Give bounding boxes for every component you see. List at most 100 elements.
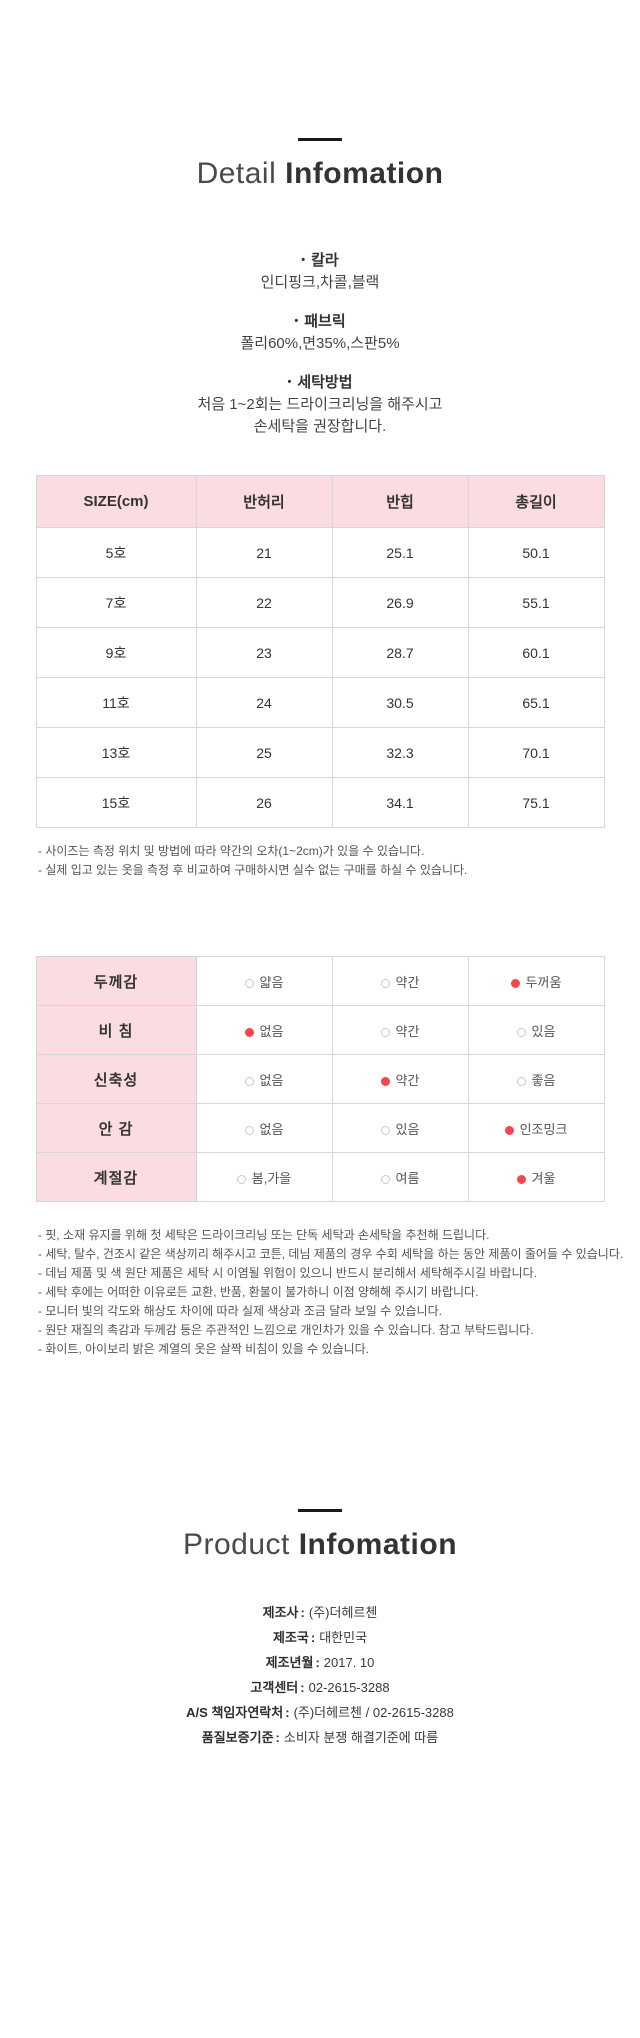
size-cell: 30.5 xyxy=(331,677,469,728)
size-row: 15호 26 34.1 75.1 xyxy=(35,777,605,828)
attr-option: 겨울 xyxy=(467,1152,605,1202)
size-cell: 13호 xyxy=(35,727,197,778)
note-line: - 사이즈는 측정 위치 및 방법에 따라 약간의 오차(1~2cm)가 있을 … xyxy=(38,844,425,858)
attr-option: 두꺼움 xyxy=(467,956,605,1006)
size-cell: 70.1 xyxy=(467,727,605,778)
attr-option-label: 얇음 xyxy=(259,974,284,990)
radio-dot-icon xyxy=(380,1027,390,1037)
size-cell: 7호 xyxy=(35,577,197,628)
manufacture-date-row: 제조년월:2017. 10 xyxy=(0,1650,640,1675)
attr-option-label: 있음 xyxy=(531,1023,556,1039)
fabric-value: 폴리60%,면35%,스판5% xyxy=(240,335,400,352)
attr-option-label: 없음 xyxy=(259,1121,284,1137)
info-separator: : xyxy=(300,1605,305,1620)
attr-label: 신축성 xyxy=(35,1054,197,1104)
detail-title-bold: Infomation xyxy=(285,157,444,190)
note-line: - 핏, 소재 유지를 위해 첫 세탁은 드라이크리닝 또는 단독 세탁과 손세… xyxy=(38,1228,490,1242)
size-cell: 55.1 xyxy=(467,577,605,628)
attr-option: 있음 xyxy=(331,1103,469,1153)
radio-dot-icon xyxy=(510,978,520,988)
size-cell: 75.1 xyxy=(467,777,605,828)
bullet-heading-fabric: • 패브릭 xyxy=(0,310,640,333)
bullet-icon: • xyxy=(287,376,292,388)
size-cell: 21 xyxy=(195,527,333,578)
length-col-header: 총길이 xyxy=(467,475,605,528)
size-row: 7호 22 26.9 55.1 xyxy=(35,577,605,628)
washing-line: 처음 1~2회는 드라이크리닝을 해주시고 xyxy=(197,396,443,413)
size-cell: 32.3 xyxy=(331,727,469,778)
size-row: 11호 24 30.5 65.1 xyxy=(35,677,605,728)
info-label: 품질보증기준 xyxy=(201,1730,274,1745)
washing-line: 손세탁을 권장합니다. xyxy=(253,418,387,435)
country-row: 제조국: 대한민국 xyxy=(0,1625,640,1650)
info-label: 고객센터 xyxy=(250,1680,299,1695)
attr-option-label: 약간 xyxy=(395,1023,420,1039)
radio-dot-icon xyxy=(380,1125,390,1135)
waist-col-header: 반허리 xyxy=(195,475,333,528)
size-cell: 34.1 xyxy=(331,777,469,828)
info-label: 제조년월 xyxy=(265,1655,314,1670)
attr-option: 약간 xyxy=(331,1005,469,1055)
info-value: 대한민국 xyxy=(319,1630,368,1645)
note-line: - 세탁, 탈수, 건조시 같은 색상끼리 해주시고 코튼, 데님 제품의 경우… xyxy=(38,1247,624,1261)
bullet-heading-color: • 칼라 xyxy=(0,249,640,272)
attr-row-season: 계절감 봄,가을 여름 겨울 xyxy=(35,1152,605,1202)
warranty-row: 품질보증기준: 소비자 분쟁 해결기준에 따름 xyxy=(0,1725,640,1750)
detail-title-light: Detail xyxy=(196,157,277,190)
info-value: 2017. 10 xyxy=(323,1655,375,1670)
product-info-list: 제조사: (주)더헤르첸 제조국: 대한민국 제조년월:2017. 10 고객센터:… xyxy=(0,1600,640,1750)
radio-dot-icon xyxy=(244,1125,254,1135)
size-cell: 28.7 xyxy=(331,627,469,678)
attr-option-label: 여름 xyxy=(395,1170,420,1186)
attr-option-label: 겨울 xyxy=(531,1170,556,1186)
size-col-header: SIZE(cm) xyxy=(35,475,197,528)
attr-option: 약간 xyxy=(331,956,469,1006)
bullet-icon: • xyxy=(301,254,306,266)
info-separator: : xyxy=(300,1680,305,1695)
info-value: 02-2615-3288 xyxy=(308,1680,390,1695)
size-cell: 24 xyxy=(195,677,333,728)
size-cell: 26.9 xyxy=(331,577,469,628)
bullet-heading-label: 칼라 xyxy=(311,252,339,269)
info-label: A/S 책임자연락처 xyxy=(186,1705,284,1720)
attr-option: 얇음 xyxy=(195,956,333,1006)
bullet-section-fabric: • 패브릭 폴리60%,면35%,스판5% xyxy=(0,310,640,355)
radio-dot-icon xyxy=(380,978,390,988)
bullet-heading-label: 패브릭 xyxy=(304,313,346,330)
note-line: - 세탁 후에는 어떠한 이유로든 교환, 반품, 환불이 불가하니 이점 양해… xyxy=(38,1285,479,1299)
size-cell: 15호 xyxy=(35,777,197,828)
note-line: - 데님 제품 및 색 원단 제품은 세탁 시 이염될 위험이 있으니 반드시 … xyxy=(38,1266,537,1280)
attr-option: 봄,가을 xyxy=(195,1152,333,1202)
attr-option-label: 있음 xyxy=(395,1121,420,1137)
bullet-section-washing: • 세탁방법 처음 1~2회는 드라이크리닝을 해주시고 손세탁을 권장합니다. xyxy=(0,371,640,438)
size-cell: 9호 xyxy=(35,627,197,678)
radio-dot-icon xyxy=(504,1125,514,1135)
info-separator: : xyxy=(285,1705,290,1720)
note-line: - 원단 재질의 촉감과 두께감 등은 주관적인 느낌으로 개인차가 있을 수 … xyxy=(38,1323,534,1337)
radio-dot-icon xyxy=(244,978,254,988)
attr-option-label: 두꺼움 xyxy=(525,974,562,990)
attr-option-label: 없음 xyxy=(259,1023,284,1039)
detail-section-title: Detail Infomation xyxy=(0,157,640,191)
note-line: - 실제 입고 있는 옷을 측정 후 비교하여 구매하시면 실수 없는 구매를 … xyxy=(38,863,468,877)
customer-center-row: 고객센터:02-2615-3288 xyxy=(0,1675,640,1700)
detail-title-rule xyxy=(298,138,342,141)
size-cell: 50.1 xyxy=(467,527,605,578)
size-row: 5호 21 25.1 50.1 xyxy=(35,527,605,578)
attr-option: 없음 xyxy=(195,1005,333,1055)
attr-option: 인조밍크 xyxy=(467,1103,605,1153)
attr-option: 좋음 xyxy=(467,1054,605,1104)
radio-dot-icon xyxy=(516,1027,526,1037)
attr-label: 안 감 xyxy=(35,1103,197,1153)
color-value: 인디핑크,차콜,블랙 xyxy=(260,274,380,291)
bullet-section-color: • 칼라 인디핑크,차콜,블랙 xyxy=(0,249,640,294)
info-separator: : xyxy=(315,1655,320,1670)
attr-option: 없음 xyxy=(195,1054,333,1104)
size-table: SIZE(cm) 반허리 반힙 총길이 5호 21 25.1 50.1 7호 2… xyxy=(35,475,605,828)
radio-dot-icon xyxy=(236,1174,246,1184)
size-cell: 5호 xyxy=(35,527,197,578)
attr-label: 계절감 xyxy=(35,1152,197,1202)
attr-row-thickness: 두께감 얇음 약간 두꺼움 xyxy=(35,956,605,1006)
attr-option-label: 봄,가을 xyxy=(251,1170,292,1186)
radio-dot-icon xyxy=(244,1027,254,1037)
